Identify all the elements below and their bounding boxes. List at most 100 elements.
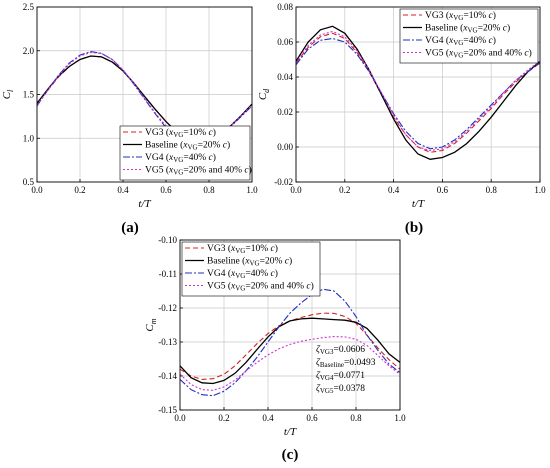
legend-entry-variable: c	[271, 244, 276, 254]
y-tick-label: 0.02	[277, 107, 293, 117]
legend-entry-variable: x	[182, 141, 188, 151]
legend-entry-text: =40%	[245, 269, 270, 279]
chart-panel-2: 0.0 0.2 0.4 0.6 0.8 1.0 -0.02 0.00 0.02 0.04 0.06 0…	[257, 2, 546, 236]
series-line-2	[179, 317, 401, 385]
x-tick-label: 0.6	[437, 185, 449, 195]
x-tick-label: 0.6	[306, 413, 318, 423]
y-tick-label: 2.5	[23, 2, 35, 12]
y-tick-label: 0.04	[277, 72, 293, 82]
legend-entry-text: )	[507, 23, 510, 34]
x-tick-label: 0.0	[31, 185, 43, 195]
legend-entry-text: =10%	[183, 128, 208, 138]
legend-entry-text: )	[289, 256, 292, 267]
legend-entry-text: )	[493, 35, 496, 46]
legend-entry-variable: x	[230, 282, 236, 292]
legend-entry-2: Baseline (xVG=20% c)	[425, 23, 510, 35]
x-tick-label: 1.0	[534, 185, 546, 195]
annotation-subscript: VG3	[320, 348, 334, 356]
legend-entry-variable: x	[462, 24, 468, 34]
legend-entry-subscript: VG	[173, 156, 183, 164]
legend-entry-text: VG3 (	[207, 243, 231, 254]
legend-entry-text: VG3 (	[425, 10, 449, 21]
legend-entry-3: VG4 (xVG=40% c)	[425, 35, 496, 47]
x-tick-label: 0.2	[339, 185, 350, 195]
y-tick-label: 0.00	[277, 142, 293, 152]
legend-entry-text: =10%	[463, 11, 488, 21]
legend-entry-4: VG5 (xVG=20% and 40% c)	[425, 48, 532, 60]
y-tick-label: -0.15	[158, 405, 177, 415]
legend-entry-text: )	[275, 268, 278, 279]
legend-entry-text: Baseline (	[425, 23, 463, 34]
annotation-value: =0.0771	[333, 371, 365, 381]
legend-entry-subscript: VG	[453, 14, 463, 22]
y-tick-label: 0.5	[23, 177, 35, 187]
legend-entry-text: VG4 (	[425, 35, 449, 46]
legend-entry-text: =10%	[245, 244, 270, 254]
legend-entry-3: VG4 (xVG=40% c)	[207, 268, 278, 280]
axes-frame	[295, 6, 541, 183]
legend-entry-subscript: VG	[467, 27, 477, 35]
legend-entry-variable: c	[503, 24, 508, 34]
legend-entry-text: )	[493, 10, 496, 21]
legend-entry-variable: c	[271, 269, 276, 279]
legend-entry-text: VG5 (	[207, 281, 231, 292]
legend-entry-text: )	[227, 140, 230, 151]
legend-entry-variable: c	[306, 282, 311, 292]
legend-entry-variable: x	[244, 257, 250, 267]
x-tick-label: 0.4	[262, 413, 274, 423]
damping-annotation-2: ζBaseline=0.0493	[316, 357, 376, 369]
annotation-symbol: ζ	[316, 357, 321, 368]
axes-frame	[179, 239, 401, 411]
x-tick-label: 0.0	[174, 413, 186, 423]
x-axis-label: t/T	[284, 426, 297, 438]
legend-entry-text: )	[275, 243, 278, 254]
legend-entry-text: )	[311, 281, 314, 292]
y-tick-label: -0.13	[158, 337, 177, 347]
panel-label: (c)	[282, 447, 299, 463]
x-axis-label: t/T	[412, 198, 425, 210]
y-axis-label-subscript: l	[6, 89, 15, 92]
annotation-symbol: ζ	[316, 370, 321, 381]
y-tick-label: -0.10	[158, 235, 177, 245]
legend-entry-4: VG5 (xVG=20% and 40% c)	[207, 281, 314, 293]
legend-entry-subscript: VG	[235, 272, 245, 280]
legend-entry-variable: c	[244, 166, 249, 176]
legend-entry-variable: x	[448, 11, 454, 21]
x-tick-label: 0.4	[117, 185, 129, 195]
legend-entry-text: )	[249, 165, 252, 176]
chart-panel-1: 0.0 0.2 0.4 0.6 0.8 1.0 0.5 1.0 1.5 2.0 2.5 t/T Cl (a…	[1, 2, 258, 236]
legend-entry-variable: x	[230, 269, 236, 279]
legend-entry-3: VG4 (xVG=40% c)	[145, 152, 216, 164]
damping-annotation-1: ζVG3=0.0606	[316, 344, 365, 356]
legend-entry-text: =40%	[183, 153, 208, 163]
legend-entry-text: VG3 (	[145, 127, 169, 138]
legend-entry-variable: c	[285, 257, 290, 267]
legend-box	[119, 125, 251, 181]
y-axis-label-subscript: d	[262, 88, 271, 93]
legend-entry-1: VG3 (xVG=10% c)	[425, 10, 496, 22]
annotation-subscript: VG5	[320, 387, 334, 395]
x-tick-label: 0.8	[350, 413, 362, 423]
legend-entry-subscript: VG	[453, 39, 463, 47]
y-tick-label: -0.02	[274, 177, 293, 187]
legend-entry-variable: c	[223, 141, 228, 151]
legend-entry-text: =20% and 40%	[463, 49, 524, 59]
legend-entry-variable: x	[448, 36, 454, 46]
y-tick-label: 1.5	[23, 90, 35, 100]
series-line-4	[295, 30, 541, 152]
y-axis-label-main: C	[1, 91, 13, 99]
x-tick-label: 1.0	[246, 185, 258, 195]
legend-entry-text: VG4 (	[145, 152, 169, 163]
legend-entry-variable: c	[524, 49, 529, 59]
annotation-symbol: ζ	[316, 383, 321, 394]
y-tick-label: 2.0	[23, 46, 35, 56]
legend-entry-text: =40%	[463, 36, 488, 46]
annotation-symbol: ζ	[316, 344, 321, 355]
legend: VG3 (xVG=10% c)Baseline (xVG=20% c)VG4 (…	[399, 8, 539, 64]
legend-entry-1: VG3 (xVG=10% c)	[145, 127, 216, 139]
legend-entry-variable: c	[489, 11, 494, 21]
legend-entry-subscript: VG	[187, 144, 197, 152]
y-tick-label: -0.11	[159, 269, 177, 279]
y-tick-label: 1.0	[23, 133, 35, 143]
series-line-3	[295, 37, 541, 150]
